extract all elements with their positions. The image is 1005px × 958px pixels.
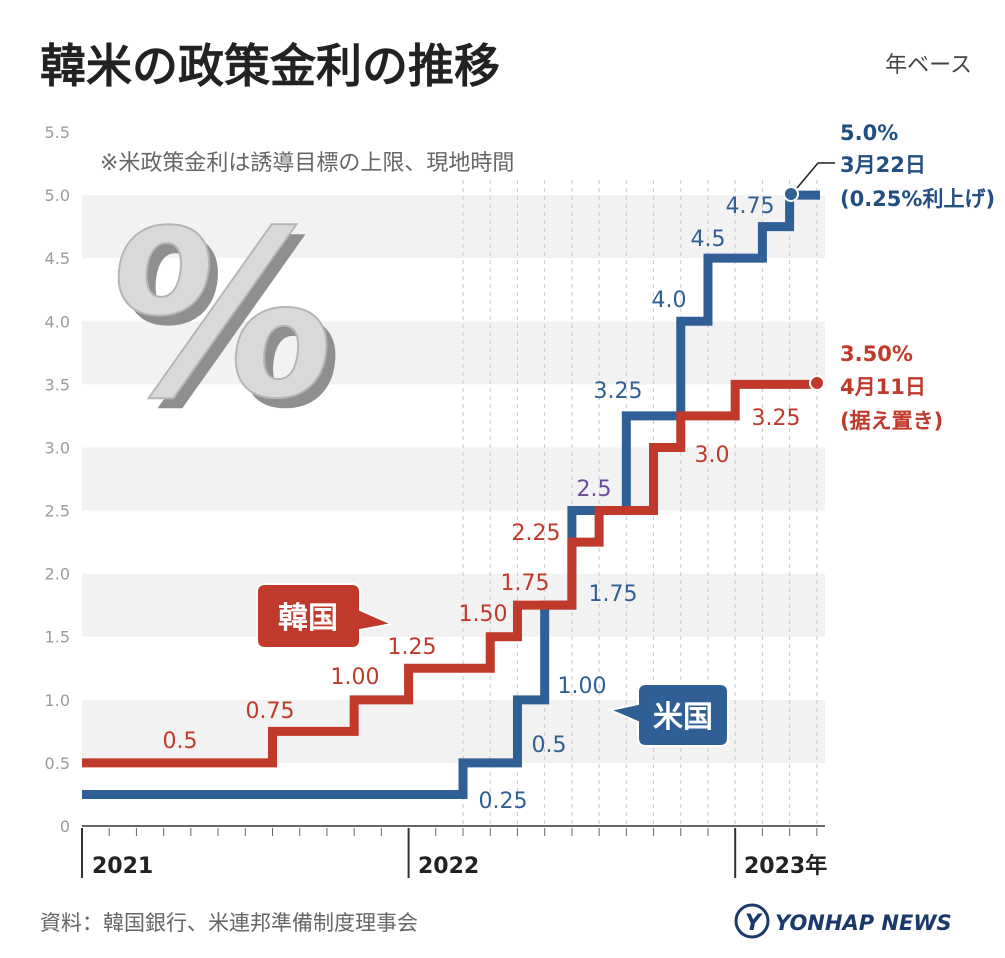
plot-band [82, 258, 825, 322]
yonhap-logo-icon [734, 903, 770, 939]
year-label-2023: 2023年 [744, 853, 827, 879]
us-endpoint-marker [783, 186, 799, 202]
kr-value-label: 1.50 [459, 602, 508, 627]
percent-symbol-icon: % [93, 183, 352, 450]
y-tick-label: 4.5 [45, 249, 70, 268]
us-value-label: 4.5 [691, 227, 726, 252]
us-series-label: 米国 [606, 683, 729, 747]
y-tick-label: 4.0 [45, 312, 70, 331]
kr-annotation-date: 4月11日 [840, 375, 926, 399]
us-series-label-text: 米国 [653, 700, 713, 735]
us-value-label: 0.25 [479, 789, 528, 814]
series-line-kr [82, 379, 817, 768]
chart-note: ※米政策金利は誘導目標の上限、現地時間 [100, 151, 514, 176]
y-tick-label: 1.0 [45, 691, 70, 710]
kr-value-label: 1.25 [388, 635, 437, 660]
kr-value-label: 1.00 [331, 665, 380, 690]
source-text: 資料：韓国銀行、米連邦準備制度理事会 [40, 911, 418, 935]
us-annotation-leader [796, 162, 835, 189]
year-label-2021: 2021 [92, 854, 153, 879]
plot-band [82, 132, 825, 196]
plot-band [82, 510, 825, 574]
yonhap-logo-text: YONHAP NEWS [775, 911, 952, 935]
unit-label: 年ベース [885, 53, 972, 78]
percent-symbol-shadow: % [102, 193, 361, 460]
x-axis [81, 825, 825, 878]
kr-annotation-rate: 3.50% [840, 342, 913, 366]
chart-title: 韓米の政策金利の推移 [40, 39, 500, 93]
us-value-label: 0.5 [532, 733, 567, 758]
kr-endpoint-marker [809, 375, 825, 391]
kr-series-label: 韓国 [256, 583, 396, 649]
y-tick-label: 3.5 [45, 375, 70, 394]
plot-band [82, 195, 825, 259]
y-tick-label: 0.5 [45, 754, 70, 773]
us-value-label: 4.75 [726, 194, 775, 219]
kr-annotation-detail: (据え置き) [840, 409, 943, 433]
y-tick-label: 5.0 [45, 186, 70, 205]
kr-value-label: 0.5 [163, 729, 198, 754]
y-tick-label: 0 [60, 817, 70, 836]
kr-value-label: 2.5 [577, 477, 612, 502]
us-annotation-date: 3月22日 [840, 153, 926, 177]
plot-band [82, 321, 825, 385]
y-tick-label: 5.5 [45, 123, 70, 142]
y-tick-label: 2.0 [45, 565, 70, 584]
kr-value-label: 1.75 [501, 571, 550, 596]
kr-value-label: 0.75 [246, 699, 295, 724]
y-tick-label: 1.5 [45, 628, 70, 647]
kr-value-label: 3.25 [752, 406, 801, 431]
y-tick-label: 2.5 [45, 502, 70, 521]
plot-band [82, 447, 825, 511]
y-tick-label: 3.0 [45, 438, 70, 457]
us-annotation-detail: (0.25%利上げ) [840, 187, 995, 211]
yonhap-logo-mark: Y [745, 911, 763, 936]
yonhap-logo: Y YONHAP NEWS [734, 903, 952, 939]
us-value-label: 4.0 [652, 288, 687, 313]
us-value-label: 1.75 [589, 582, 638, 607]
us-annotation-rate: 5.0% [840, 121, 898, 145]
kr-value-label: 3.0 [695, 443, 730, 468]
year-label-2022: 2022 [418, 854, 479, 879]
y-axis: 0 0.5 1.0 1.5 2.0 2.5 3.0 3.5 4.0 4.5 5.0 5.5 [45, 123, 70, 836]
series-line-us [82, 190, 820, 799]
us-value-label: 1.00 [558, 674, 607, 699]
plot-band [82, 573, 825, 637]
kr-series-label-text: 韓国 [278, 601, 338, 636]
us-value-label: 3.25 [594, 379, 643, 404]
kr-value-label: 2.25 [512, 521, 561, 546]
